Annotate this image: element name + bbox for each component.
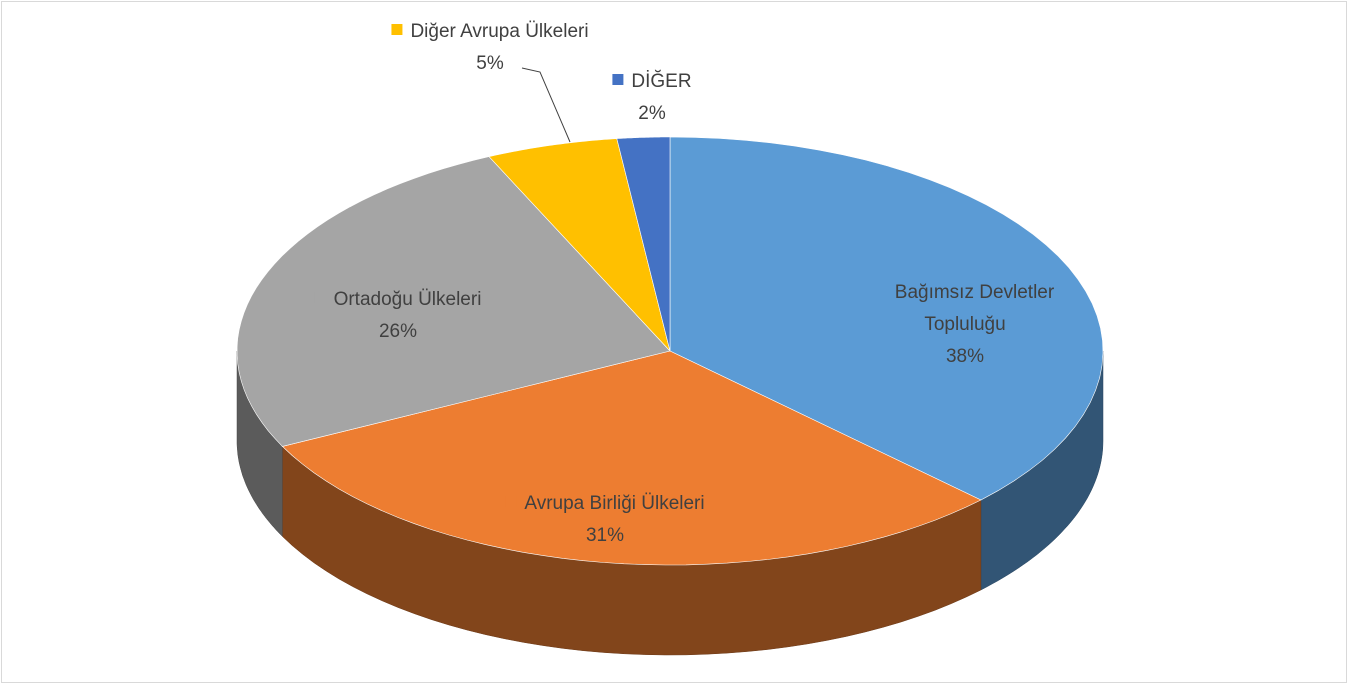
pie-slice (236, 156, 671, 447)
value-label: 31% (585, 525, 625, 546)
legend-key (505, 496, 517, 508)
value-label: 38% (945, 346, 985, 367)
legend-key (612, 74, 624, 86)
legend-key (875, 285, 887, 297)
category-label: Bağımsız Devletler Topluluğu (894, 282, 1055, 335)
data-label: Diğer Avrupa Ülkeleri 5% (391, 16, 589, 80)
pie-slice (281, 350, 982, 566)
category-label: Avrupa Birliği Ülkeleri (524, 493, 705, 514)
leader-line (521, 67, 571, 143)
category-label: DİĞER (631, 71, 692, 92)
data-label: Ortadoğu Ülkeleri 26% (314, 284, 482, 348)
data-label: Bağımsız Devletler Topluluğu 38% (835, 277, 1095, 373)
pie-slice (669, 136, 1104, 501)
value-label: 5% (476, 53, 504, 74)
pie-slice (616, 136, 671, 352)
pie-slice (488, 138, 671, 352)
legend-key (391, 24, 403, 36)
category-label: Ortadoğu Ülkeleri (333, 289, 482, 310)
value-label: 26% (378, 321, 418, 342)
category-label: Diğer Avrupa Ülkeleri (410, 21, 589, 42)
data-label: Avrupa Birliği Ülkeleri 31% (505, 488, 705, 552)
data-label: DİĞER 2% (612, 66, 692, 130)
pie-tops (236, 136, 1104, 566)
legend-key (314, 292, 326, 304)
value-label: 2% (638, 103, 666, 124)
